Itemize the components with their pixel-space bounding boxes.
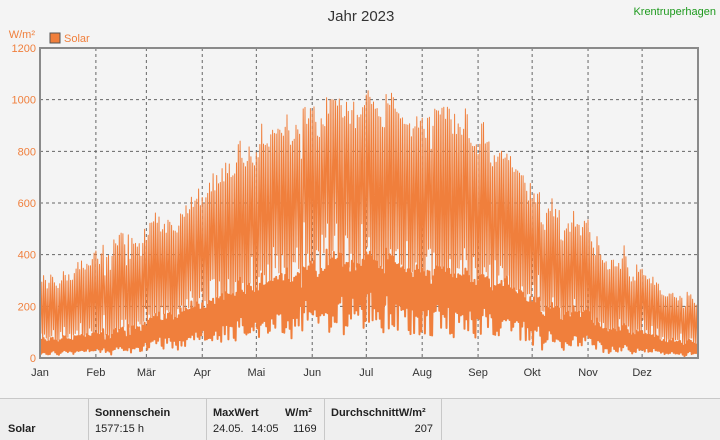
series-line-solar-max <box>39 90 699 353</box>
avg-label: DurchschnittW/m² <box>331 407 426 419</box>
max-value: 1169 <box>293 423 317 435</box>
x-tick-label: Jul <box>359 367 373 379</box>
x-tick-label: Nov <box>578 367 598 379</box>
max-time: 14:05 <box>251 423 279 435</box>
footer-stats: Solar Sonnenschein 1577:15 h MaxWert W/m… <box>0 398 720 440</box>
footer-max-cell: MaxWert W/m² 24.05. 14:05 1169 <box>206 399 324 440</box>
chart: 0 200 400 600 800 1000 1200 Jan Feb Mär Apr Mai Jun… <box>9 8 699 379</box>
y-tick-label: 600 <box>18 198 36 210</box>
plot-frame <box>39 47 699 359</box>
y-tick-label: 1200 <box>12 43 36 55</box>
x-tick-label: Jan <box>31 367 49 379</box>
chart-title: Jahr 2023 <box>328 8 395 25</box>
station-name: Krentruperhagen <box>633 6 716 18</box>
max-unit: W/m² <box>285 407 312 419</box>
x-tick-label: Mär <box>137 367 156 379</box>
footer-series-label: Solar <box>8 423 36 435</box>
x-tick-label: Feb <box>86 367 105 379</box>
y-tick-label: 200 <box>18 301 36 313</box>
max-date: 24.05. <box>213 423 244 435</box>
x-axis: Jan Feb Mär Apr Mai Jun Jul Aug Sep Okt Nov Dez <box>31 367 652 379</box>
max-label: MaxWert <box>213 407 259 419</box>
y-axis: 0 200 400 600 800 1000 1200 <box>12 43 36 365</box>
legend-swatch-solar <box>49 32 61 44</box>
footer-avg-cell: DurchschnittW/m² 207 <box>324 399 442 440</box>
y-tick-label: 400 <box>18 250 36 262</box>
avg-value: 207 <box>414 423 433 435</box>
x-tick-label: Jun <box>303 367 321 379</box>
footer-series-cell: Solar <box>0 399 88 440</box>
x-tick-label: Mai <box>247 367 265 379</box>
y-axis-unit: W/m² <box>9 29 36 41</box>
y-tick-label: 1000 <box>12 95 36 107</box>
x-tick-label: Okt <box>524 367 541 379</box>
series-solar <box>39 90 699 358</box>
x-tick-label: Sep <box>468 367 488 379</box>
sunshine-value: 1577:15 h <box>95 423 144 435</box>
x-tick-label: Apr <box>194 367 211 379</box>
footer-sunshine-cell: Sonnenschein 1577:15 h <box>88 399 206 440</box>
x-tick-label: Dez <box>632 367 652 379</box>
legend-label-solar: Solar <box>64 33 90 45</box>
x-tick-label: Aug <box>412 367 432 379</box>
y-tick-label: 0 <box>30 353 36 365</box>
series-line-solar-mean <box>39 247 699 358</box>
sunshine-label: Sonnenschein <box>95 407 171 419</box>
y-tick-label: 800 <box>18 146 36 158</box>
